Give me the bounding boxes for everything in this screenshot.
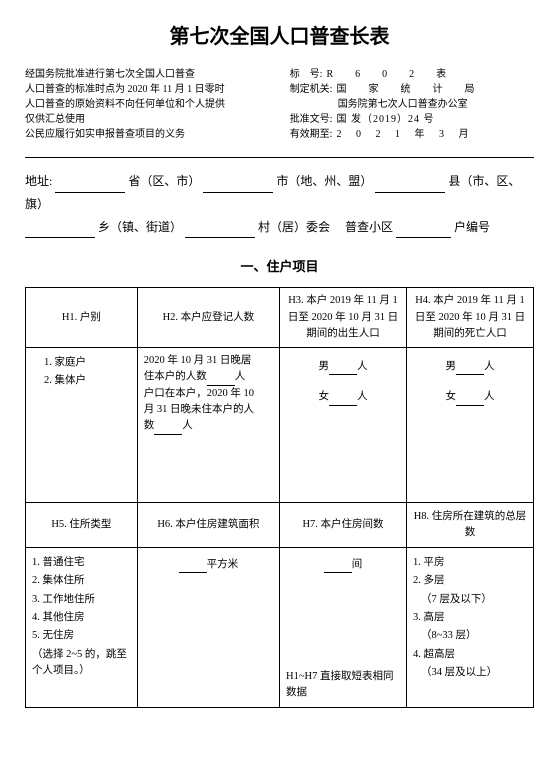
hr-value: 国务院第七次人口普查办公室 xyxy=(290,97,468,112)
h8-cell: 1. 平房 2. 多层 （7 层及以下） 3. 高层 （8~33 层） 4. 超… xyxy=(406,548,533,708)
hr-label: 有效期至: xyxy=(290,127,333,142)
blank-city[interactable] xyxy=(203,179,273,193)
h8-opt2: 2. 多层 xyxy=(413,573,527,589)
address-text: 省（区、市） xyxy=(128,174,200,188)
address-text: 户编号 xyxy=(454,220,490,234)
blank-female[interactable] xyxy=(329,394,357,406)
h4-male: 男 xyxy=(445,361,456,372)
hr-value: R 6 0 2 表 xyxy=(322,67,452,82)
h5-opt2: 2. 集体住所 xyxy=(32,573,131,589)
blank-province[interactable] xyxy=(55,179,125,193)
h5-opt4: 4. 其他住房 xyxy=(32,610,131,626)
blank-village[interactable] xyxy=(185,224,255,238)
hr-value: 国 发（2019）24 号 xyxy=(332,112,434,127)
blank-count[interactable] xyxy=(154,423,182,435)
h5-opt3: 3. 工作地住所 xyxy=(32,592,131,608)
h2-text: 2020 年 10 月 31 日晚居 xyxy=(144,355,252,366)
blank-area-sqm[interactable] xyxy=(179,561,207,573)
h2-text: 数 xyxy=(144,420,155,431)
header-left-line: 公民应履行如实申报普查项目的义务 xyxy=(25,127,269,142)
h7-unit: 间 xyxy=(352,559,363,570)
address-text: 普查小区 xyxy=(345,220,393,234)
address-text: 村（居）委会 xyxy=(258,220,330,234)
blank-county[interactable] xyxy=(375,179,445,193)
h8-opt3n: （8~33 层） xyxy=(413,628,527,644)
h7-cell: 间 H1~H7 直接取短表相同 数据 xyxy=(279,548,406,708)
blank-town[interactable] xyxy=(25,224,95,238)
header-block: 经国务院批准进行第七次全国人口普查 人口普查的标准时点为 2020 年 11 月… xyxy=(25,67,534,142)
hr-label: 批准文号: xyxy=(290,112,333,127)
header-left-line: 人口普查的标准时点为 2020 年 11 月 1 日零时 xyxy=(25,82,269,97)
h7-note: 数据 xyxy=(286,685,400,701)
h5-header: H5. 住所类型 xyxy=(26,503,138,548)
h2-unit: 人 xyxy=(182,420,193,431)
h4-female: 女 xyxy=(445,391,456,402)
header-left-line: 仅供汇总使用 xyxy=(25,112,269,127)
h4-unit: 人 xyxy=(484,361,495,372)
h4-unit: 人 xyxy=(484,391,495,402)
h7-header: H7. 本户住房间数 xyxy=(279,503,406,548)
blank-female[interactable] xyxy=(456,394,484,406)
h2-text: 月 31 日晚未住本户的人 xyxy=(144,404,254,415)
h8-header: H8. 住房所在建筑的总层数 xyxy=(406,503,533,548)
address-block: 地址: 省（区、市） 市（地、州、盟） 县（市、区、旗） 乡（镇、街道） 村（居… xyxy=(25,170,534,238)
hr-value: 国 家 统 计 局 xyxy=(332,82,480,97)
h5-cell: 1. 普通住宅 2. 集体住所 3. 工作地住所 4. 其他住房 5. 无住房 … xyxy=(26,548,138,708)
h8-opt3: 3. 高层 xyxy=(413,610,527,626)
blank-area[interactable] xyxy=(396,224,451,238)
h6-unit: 平方米 xyxy=(207,559,239,570)
h3-female: 女 xyxy=(318,391,329,402)
h5-opt1: 1. 普通住宅 xyxy=(32,555,131,571)
address-text: 市（地、州、盟） xyxy=(276,174,372,188)
h4-header: H4. 本户 2019 年 11 月 1 日至 2020 年 10 月 31 日… xyxy=(406,288,533,348)
household-table-1: H1. 户别 H2. 本户应登记人数 H3. 本户 2019 年 11 月 1 … xyxy=(25,287,534,708)
blank-count[interactable] xyxy=(207,374,235,386)
h8-opt4: 4. 超高层 xyxy=(413,647,527,663)
blank-male[interactable] xyxy=(456,363,484,375)
hr-value: 2 0 2 1 年 3 月 xyxy=(332,127,474,142)
h3-unit: 人 xyxy=(357,391,368,402)
h8-opt1: 1. 平房 xyxy=(413,555,527,571)
h1-cell: 1. 家庭户 2. 集体户 xyxy=(26,348,138,503)
h3-cell: 男人 女人 xyxy=(279,348,406,503)
h6-header: H6. 本户住房建筑面积 xyxy=(137,503,279,548)
h5-opt5: 5. 无住房 xyxy=(32,628,131,644)
header-right: 标 号:R 6 0 2 表 制定机关:国 家 统 计 局 国务院第七次人口普查办… xyxy=(290,67,534,142)
h2-text: 户口在本户，2020 年 10 xyxy=(144,388,254,399)
header-left-line: 人口普查的原始资料不向任何单位和个人提供 xyxy=(25,97,269,112)
h6-cell: 平方米 xyxy=(137,548,279,708)
hr-label: 制定机关: xyxy=(290,82,333,97)
h2-text: 住本户的人数 xyxy=(144,371,207,382)
h2-unit: 人 xyxy=(235,371,246,382)
address-label: 地址: xyxy=(25,174,52,188)
hr-label: 标 号: xyxy=(290,67,323,82)
blank-male[interactable] xyxy=(329,363,357,375)
blank-rooms[interactable] xyxy=(324,561,352,573)
section-title: 一、住户项目 xyxy=(25,256,534,275)
h5-note: （选择 2~5 的，跳至个人项目。） xyxy=(32,647,131,680)
h1-header: H1. 户别 xyxy=(26,288,138,348)
document-title: 第七次全国人口普查长表 xyxy=(25,20,534,49)
h2-header: H2. 本户应登记人数 xyxy=(137,288,279,348)
header-left-line: 经国务院批准进行第七次全国人口普查 xyxy=(25,67,269,82)
h2-cell: 2020 年 10 月 31 日晚居 住本户的人数人 户口在本户，2020 年 … xyxy=(137,348,279,503)
h7-note: H1~H7 直接取短表相同 xyxy=(286,669,400,685)
h4-cell: 男人 女人 xyxy=(406,348,533,503)
h3-header: H3. 本户 2019 年 11 月 1 日至 2020 年 10 月 31 日… xyxy=(279,288,406,348)
address-text: 乡（镇、街道） xyxy=(98,220,182,234)
h8-opt4n: （34 层及以上） xyxy=(413,665,527,681)
header-left: 经国务院批准进行第七次全国人口普查 人口普查的标准时点为 2020 年 11 月… xyxy=(25,67,269,142)
h3-unit: 人 xyxy=(357,361,368,372)
h1-opt1: 1. 家庭户 xyxy=(44,355,131,371)
h1-opt2: 2. 集体户 xyxy=(44,373,131,389)
divider xyxy=(25,157,534,158)
h8-opt2n: （7 层及以下） xyxy=(413,592,527,608)
h3-male: 男 xyxy=(318,361,329,372)
